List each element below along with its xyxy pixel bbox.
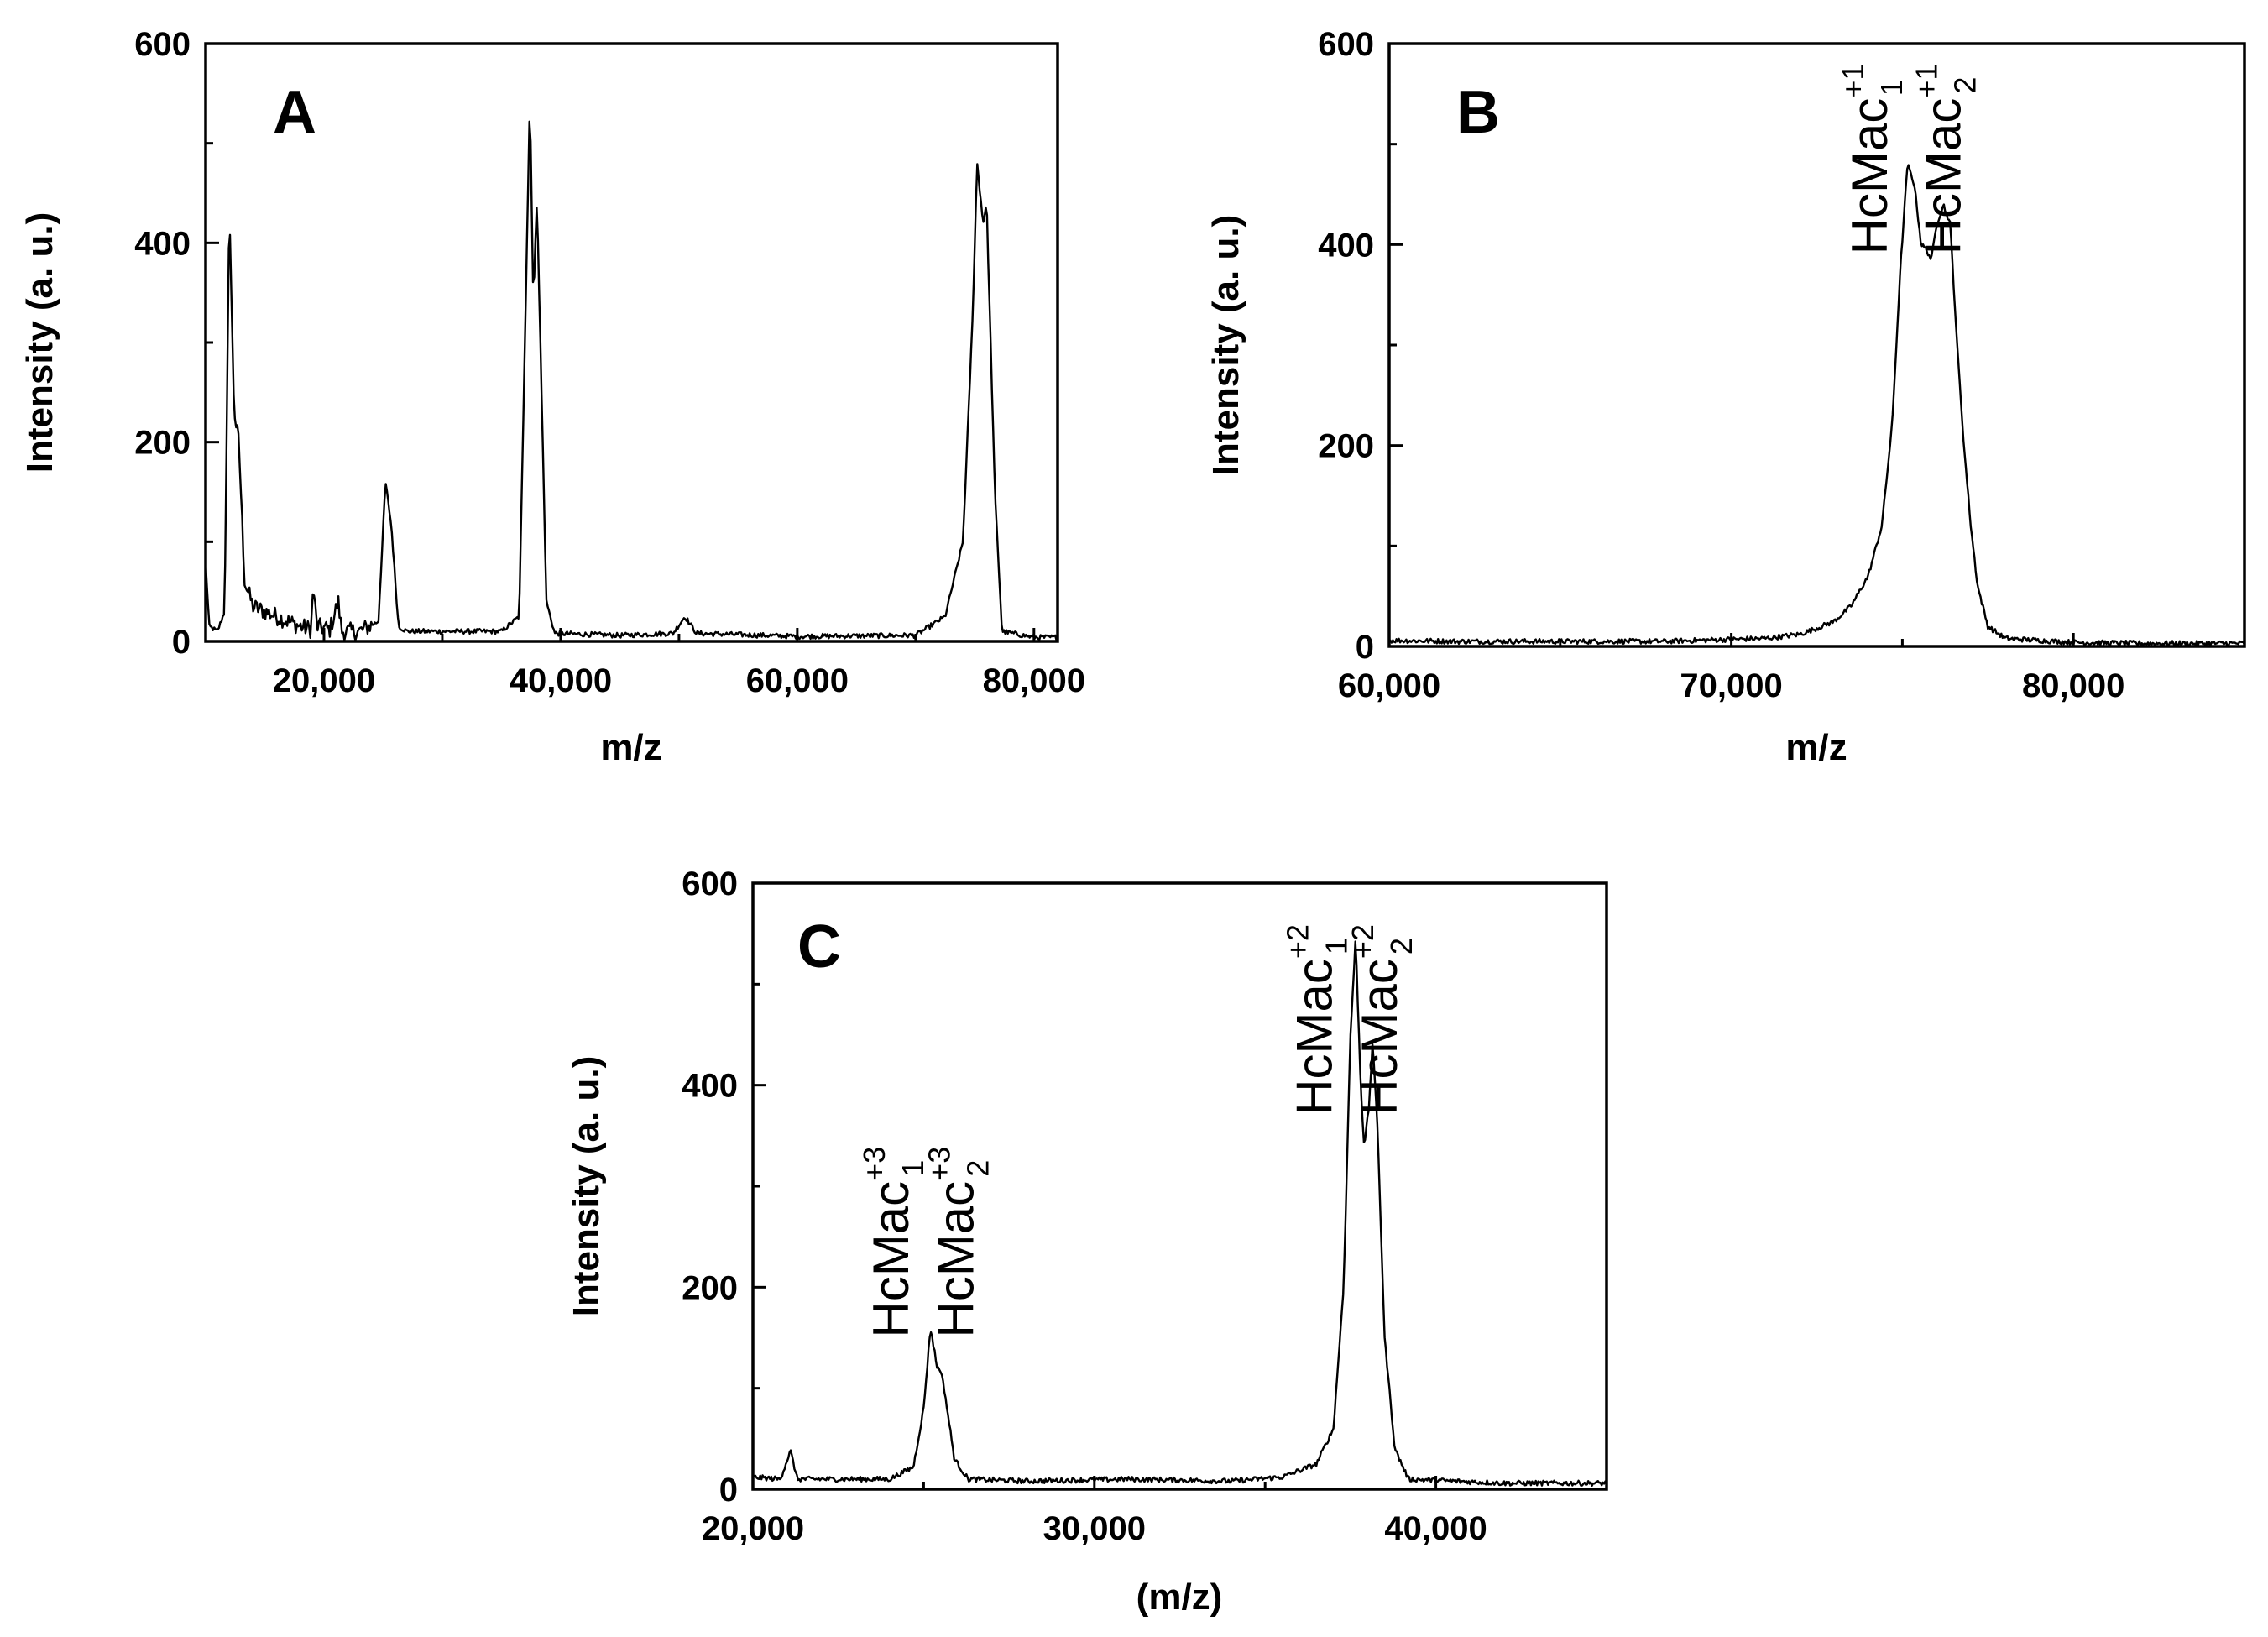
panel-c: 20,000 30,000 40,000 0 200 400 600 C (m/z) Int… xyxy=(566,866,1608,1618)
y-tick-label-c: 400 xyxy=(682,1068,738,1105)
y-tick-label-b: 600 xyxy=(1318,26,1374,63)
annotation-charge: +1 xyxy=(1910,64,1944,98)
tick-marks-c xyxy=(751,881,1608,1491)
y-tick-label-c: 200 xyxy=(682,1269,738,1306)
x-tick-label-a: 60,000 xyxy=(746,662,849,699)
annotation-index: 2 xyxy=(1948,77,1983,94)
annotation-base: HcMac xyxy=(1287,959,1343,1116)
peak-annotation-b: HcMac+1 1 xyxy=(1836,65,1909,255)
x-tick-label-c: 40,000 xyxy=(1384,1510,1487,1547)
y-tick-label-a: 400 xyxy=(134,225,191,262)
x-axis-title-b: m/z xyxy=(1785,727,1847,768)
annotation-index: 1 xyxy=(1320,938,1354,954)
annotation-base: HcMac xyxy=(863,1181,919,1338)
annotation-charge: +2 xyxy=(1346,924,1380,959)
peak-annotation-b: HcMac+1 2 xyxy=(1910,64,1983,255)
x-axis-title-a: m/z xyxy=(600,727,661,768)
y-tick-label-c: 600 xyxy=(682,866,738,902)
plot-frame-a xyxy=(204,42,1059,643)
x-tick-label-a: 20,000 xyxy=(273,662,375,699)
tick-labels-c: 20,000 30,000 40,000 0 200 400 600 xyxy=(682,866,1487,1547)
spectrum-trace-b xyxy=(1388,164,2246,647)
y-tick-label-b: 0 xyxy=(1356,629,1374,666)
x-tick-label-a: 80,000 xyxy=(983,662,1085,699)
x-tick-label-b: 80,000 xyxy=(2022,667,2124,704)
annotation-base: HcMac xyxy=(1351,959,1408,1116)
x-axis-title-c: (m/z) xyxy=(1137,1577,1223,1618)
tick-labels-b: 60,000 70,000 80,000 0 200 400 600 xyxy=(1318,26,2124,704)
y-axis-title-c: Intensity (a. u.) xyxy=(566,1056,607,1316)
y-tick-label-b: 400 xyxy=(1318,227,1374,264)
y-tick-label-a: 200 xyxy=(134,425,191,462)
panel-label-b: B xyxy=(1456,79,1500,146)
annotation-base: HcMac xyxy=(1842,98,1898,255)
tick-marks-a xyxy=(204,42,1036,643)
annotation-base: HcMac xyxy=(928,1181,984,1338)
x-tick-label-c: 20,000 xyxy=(702,1510,804,1547)
annotation-index: 1 xyxy=(896,1160,930,1177)
y-tick-label-a: 0 xyxy=(172,624,191,661)
annotation-index: 1 xyxy=(1874,79,1909,96)
annotation-charge: +3 xyxy=(857,1147,891,1181)
peak-annotation-c: HcMac+3 1 xyxy=(857,1147,930,1338)
peak-annotation-c: HcMac+2 1 xyxy=(1281,924,1354,1116)
panel-label-c: C xyxy=(797,913,841,981)
panel-a: 20,000 40,000 60,000 80,000 0 200 400 600 A m/z… xyxy=(19,26,1085,768)
x-tick-label-c: 30,000 xyxy=(1043,1510,1146,1547)
annotation-index: 2 xyxy=(960,1160,995,1177)
x-tick-label-b: 70,000 xyxy=(1680,667,1782,704)
plot-frame-b xyxy=(1387,42,2246,648)
peak-annotation-c: HcMac+3 2 xyxy=(922,1147,995,1338)
panel-label-a: A xyxy=(273,79,316,146)
annotation-base: HcMac xyxy=(1915,98,1972,255)
y-axis-title-b: Intensity (a. u.) xyxy=(1205,215,1246,475)
x-tick-label-b: 60,000 xyxy=(1338,667,1440,704)
tick-marks-b xyxy=(1387,42,2246,648)
annotation-charge: +3 xyxy=(922,1147,956,1181)
spectrum-trace-c xyxy=(752,940,1608,1487)
peak-annotation-c: HcMac+2 2 xyxy=(1346,924,1419,1116)
spectrum-trace-a xyxy=(204,120,1058,641)
tick-labels-a: 20,000 40,000 60,000 80,000 0 200 400 600 xyxy=(134,26,1085,699)
y-tick-label-b: 200 xyxy=(1318,428,1374,465)
y-tick-label-a: 600 xyxy=(134,26,191,63)
annotation-charge: +2 xyxy=(1281,924,1315,959)
y-axis-title-a: Intensity (a. u.) xyxy=(19,212,60,473)
annotation-charge: +1 xyxy=(1836,65,1870,98)
panel-b: 60,000 70,000 80,000 0 200 400 600 B m/z Inten… xyxy=(1205,26,2246,768)
x-tick-label-a: 40,000 xyxy=(510,662,612,699)
annotation-index: 2 xyxy=(1384,938,1419,954)
y-tick-label-c: 0 xyxy=(719,1472,738,1509)
